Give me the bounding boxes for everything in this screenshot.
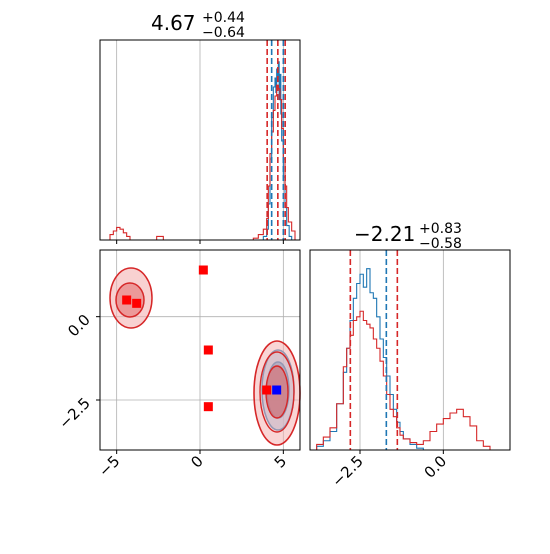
panel3-xtick-label-0: −2.5 bbox=[328, 452, 366, 490]
panel2-xtick-label-1: 0 bbox=[187, 452, 206, 471]
title-param1-sup: +0.44 bbox=[202, 10, 245, 26]
panel1-ticks bbox=[116, 240, 284, 244]
panel2-red-marker-0 bbox=[198, 265, 208, 275]
panel2-ytick-label-0: 0.0 bbox=[64, 311, 94, 341]
panel1-frame bbox=[99, 39, 301, 241]
panel2-contours bbox=[109, 267, 301, 446]
panel3-hist-series-0 bbox=[310, 268, 424, 451]
panel2-xtick-label-2: 5 bbox=[271, 452, 290, 471]
panel1-hist-series-0 bbox=[260, 61, 293, 241]
title-param2-sup: +0.83 bbox=[419, 221, 462, 237]
title-param1-main: 4.67 bbox=[151, 11, 196, 35]
panel3-series bbox=[310, 268, 491, 451]
panel2-markers bbox=[122, 265, 282, 412]
panel2-xtick-label-0: −5 bbox=[95, 452, 123, 480]
panel2-red-marker-3 bbox=[203, 345, 213, 355]
panel-param1-marginal: 4.67 +0.44 −0.64 bbox=[99, 10, 301, 244]
title-param2-main: −2.21 bbox=[354, 222, 415, 246]
panel2-red-marker-2 bbox=[132, 298, 142, 308]
panel3-grid bbox=[359, 250, 444, 450]
panel-param2-marginal: −2.21 +0.83 −0.58 −2.5 0.0 bbox=[309, 221, 511, 491]
contour-red-mode2-mid bbox=[259, 351, 295, 433]
panel1-grid bbox=[116, 40, 284, 240]
panel1-quantiles bbox=[266, 40, 286, 240]
panel2-frame bbox=[99, 249, 301, 451]
title-param1-sub: −0.64 bbox=[202, 25, 245, 41]
panel-joint-2d: −5 0 5 0.0 −2.5 bbox=[55, 249, 301, 480]
panel3-quantiles bbox=[349, 250, 399, 450]
panel2-red-marker-1 bbox=[122, 295, 132, 305]
panel2-red-marker-5 bbox=[262, 385, 272, 395]
panel3-xtick-label-1: 0.0 bbox=[421, 452, 451, 482]
panel2-ytick-label-1: −2.5 bbox=[55, 394, 93, 432]
panel2-blue-marker-0 bbox=[272, 385, 282, 395]
panel3-frame bbox=[309, 249, 511, 451]
panel3-ticks: −2.5 0.0 bbox=[328, 450, 450, 491]
panel2-red-marker-4 bbox=[203, 402, 213, 412]
title-param2-sub: −0.58 bbox=[419, 236, 462, 252]
